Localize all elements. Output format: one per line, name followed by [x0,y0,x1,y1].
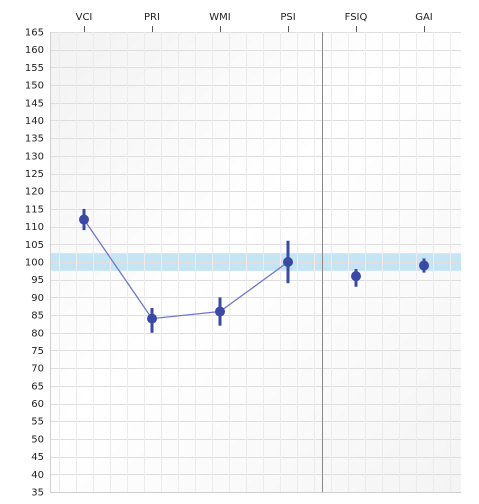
x-tick-label-psi: PSI [280,12,295,23]
y-tick-label-145: 145 [25,98,44,109]
y-tick-label-100: 100 [25,258,44,269]
x-tick-labels: VCI PRI WMI PSI FSIQ GAI [76,12,433,32]
y-tick-label-165: 165 [25,28,44,39]
data-point-fsiq [351,271,361,282]
data-point-gai [419,260,429,271]
y-tick-label-90: 90 [31,293,44,304]
y-tick-label-105: 105 [25,240,44,251]
x-tick-label-gai: GAI [415,12,433,23]
y-tick-label-75: 75 [31,346,44,357]
data-point-psi [283,257,293,267]
y-tick-label-140: 140 [25,116,44,127]
grid-layer [50,32,461,493]
data-point-pri [147,313,157,324]
y-tick-label-110: 110 [25,222,44,233]
x-tick-label-fsiq: FSIQ [345,12,368,23]
y-tick-label-45: 45 [31,452,44,463]
y-tick-label-125: 125 [25,169,44,180]
data-point-wmi [215,306,225,317]
x-tick-label-pri: PRI [144,12,160,23]
y-tick-label-130: 130 [25,151,44,162]
y-tick-label-70: 70 [31,364,44,375]
y-tick-label-55: 55 [31,417,44,428]
y-tick-label-115: 115 [25,204,44,215]
y-tick-label-150: 150 [25,81,44,92]
y-tick-label-60: 60 [31,399,44,410]
data-points [79,208,429,333]
data-point-vci [79,214,89,225]
x-tick-label-vci: VCI [76,12,93,23]
y-tick-label-35: 35 [31,488,44,499]
y-tick-label-155: 155 [25,63,44,74]
y-tick-label-160: 160 [25,45,44,56]
y-tick-label-80: 80 [31,328,44,339]
series-connecting-line [83,219,289,320]
y-tick-labels: 165 160 155 150 145 140 135 130 125 120 115 110 105 1… [25,28,44,499]
series-lines [83,219,289,320]
y-tick-label-120: 120 [25,187,44,198]
y-tick-label-50: 50 [31,434,44,445]
y-tick-label-135: 135 [25,134,44,145]
x-tick-label-wmi: WMI [209,12,230,23]
y-tick-label-85: 85 [31,311,44,322]
y-tick-label-40: 40 [31,470,44,481]
y-tick-label-65: 65 [31,381,44,392]
y-tick-label-95: 95 [31,275,44,286]
